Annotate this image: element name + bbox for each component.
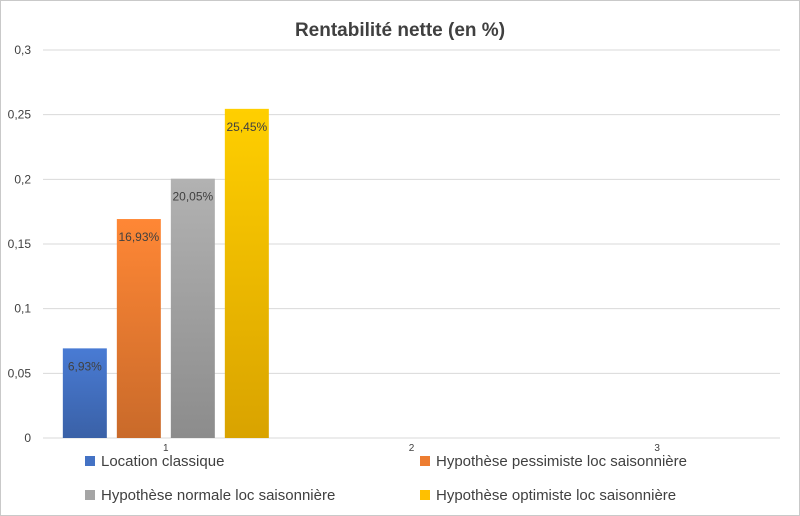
chart-title: Rentabilité nette (en %) (295, 20, 505, 41)
y-tick-label: 0,05 (8, 366, 32, 380)
gridlines (43, 49, 780, 439)
y-axis-ticks: 0 0,05 0,1 0,15 0,2 0,25 0,3 (8, 43, 32, 445)
y-tick-label: 0,2 (14, 172, 31, 186)
legend: Location classique Hypothèse pessimiste l… (85, 453, 687, 504)
x-category-label: 1 (163, 443, 169, 454)
bars (62, 108, 269, 439)
y-tick-label: 0,25 (8, 108, 32, 122)
x-axis-categories: 1 2 3 (163, 443, 660, 454)
x-category-label: 3 (654, 443, 660, 454)
legend-label: Location classique (101, 453, 224, 470)
bar (116, 219, 161, 438)
legend-label: Hypothèse pessimiste loc saisonnière (436, 453, 687, 470)
y-tick-label: 0,15 (8, 237, 32, 251)
legend-label: Hypothèse normale loc saisonnière (101, 487, 335, 504)
data-label: 25,45% (226, 120, 267, 134)
bar (170, 178, 215, 439)
bar (224, 108, 269, 438)
legend-swatch (85, 490, 95, 500)
y-tick-label: 0,1 (14, 302, 31, 316)
x-category-label: 2 (409, 443, 415, 454)
y-tick-label: 0 (24, 431, 31, 445)
data-label: 20,05% (172, 190, 213, 204)
bar (62, 348, 107, 438)
data-label: 6,93% (68, 359, 102, 373)
data-label: 16,93% (118, 230, 159, 244)
y-tick-label: 0,3 (14, 43, 31, 57)
legend-label: Hypothèse optimiste loc saisonnière (436, 487, 676, 504)
data-labels: 6,93% 16,93% 20,05% 25,45% (68, 120, 268, 374)
legend-swatch (420, 490, 430, 500)
legend-swatch (85, 456, 95, 466)
legend-swatch (420, 456, 430, 466)
